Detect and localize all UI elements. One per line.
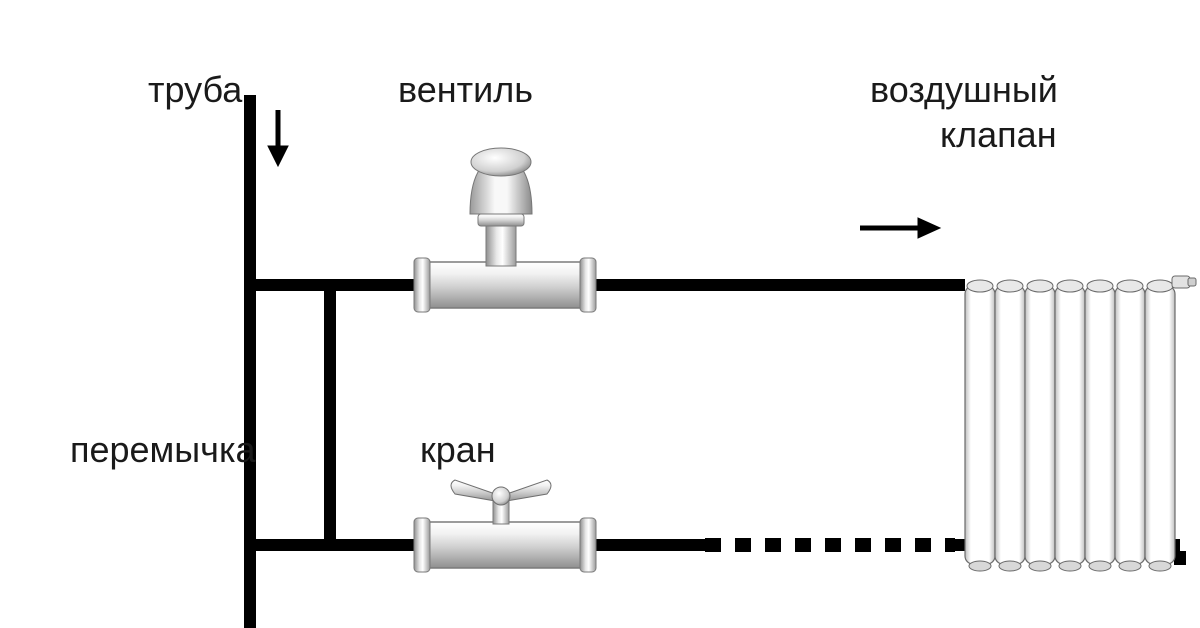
- valve-ball-tap: [414, 480, 596, 572]
- air-valve-icon: [1172, 276, 1196, 288]
- flow-arrow-right: [860, 218, 940, 238]
- label-air-valve-1: воздушный: [870, 70, 1058, 110]
- label-pipe: труба: [148, 70, 242, 110]
- flow-arrow-down: [268, 110, 288, 166]
- heating-diagram: труба вентиль воздушный клапан перемычка…: [0, 0, 1200, 628]
- valve-thermostatic: [414, 148, 596, 312]
- label-bypass: перемычка: [70, 430, 256, 470]
- label-air-valve-2: клапан: [940, 115, 1057, 155]
- label-valve: вентиль: [398, 70, 533, 110]
- label-tap: кран: [420, 430, 496, 470]
- radiator: [965, 276, 1196, 571]
